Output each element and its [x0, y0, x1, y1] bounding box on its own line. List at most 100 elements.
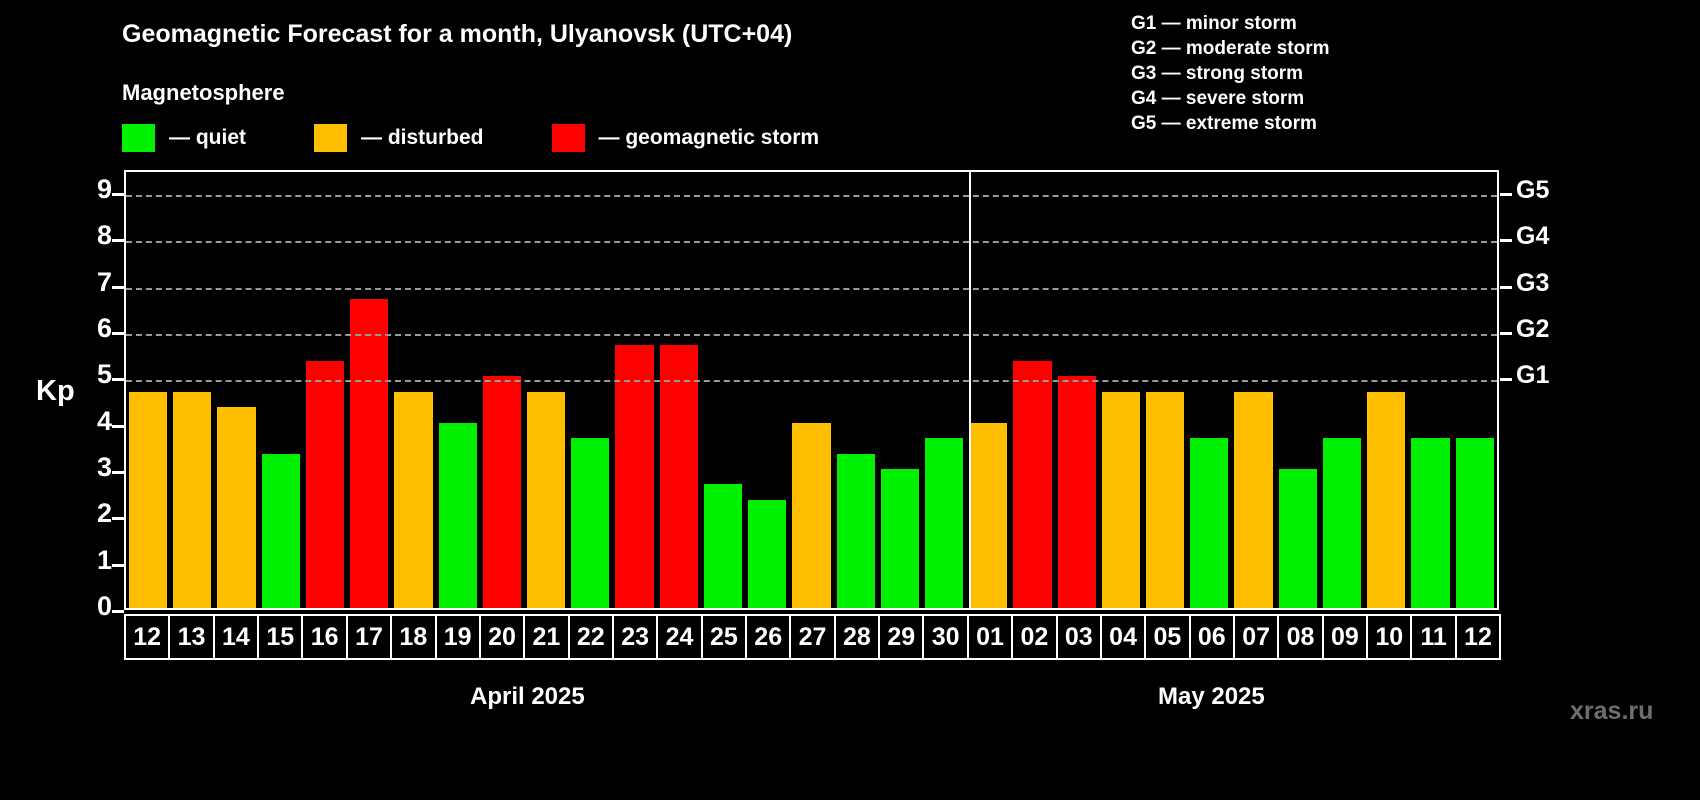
bar-slot: [1231, 172, 1275, 608]
bar[interactable]: [615, 345, 654, 608]
date-cell: 17: [345, 614, 393, 660]
storm-scale-row-g1: G1 — minor storm: [1131, 13, 1297, 34]
date-cell: 15: [257, 614, 304, 660]
storm-scale-key: G1 — minor storm G2 — moderate storm G3 — …: [1131, 11, 1330, 136]
date-cell: 11: [1410, 614, 1457, 660]
bar[interactable]: [1322, 438, 1362, 608]
y-tick-8: [112, 239, 124, 243]
bar[interactable]: [1411, 438, 1450, 608]
bar[interactable]: [748, 500, 787, 608]
date-cell: 24: [656, 614, 703, 660]
date-cell: 01: [966, 614, 1014, 660]
storm-scale-row-g2: G2 — moderate storm: [1131, 38, 1330, 59]
date-cell: 20: [478, 614, 526, 660]
date-cell: 19: [434, 614, 481, 660]
date-cell: 02: [1011, 614, 1058, 660]
storm-scale-row-g5: G5 — extreme storm: [1131, 113, 1317, 134]
bar-slot: [1010, 172, 1054, 608]
gridline-kp-8: [126, 241, 1497, 244]
bar[interactable]: [1455, 438, 1494, 608]
legend-label-quiet: — quiet: [169, 126, 246, 149]
bar-slot: [1364, 172, 1408, 608]
y-tick-label-2: 2: [96, 498, 112, 529]
bar-slot: [966, 172, 1010, 608]
y-tick-label-3: 3: [96, 452, 112, 483]
bar-slot: [391, 172, 435, 608]
bar[interactable]: [129, 391, 168, 608]
g-tick-label-G2: G2: [1516, 315, 1550, 344]
bar[interactable]: [1234, 391, 1273, 608]
bar[interactable]: [792, 422, 831, 608]
gridline-kp-6: [126, 334, 1497, 337]
date-cell: 29: [878, 614, 925, 660]
bar[interactable]: [836, 453, 875, 608]
legend-label-geomagnetic-storm: — geomagnetic storm: [598, 126, 820, 149]
bar[interactable]: [969, 422, 1008, 608]
date-cell: 22: [567, 614, 614, 660]
legend-swatch-geomagnetic-storm: [551, 124, 585, 152]
bar-slot: [1453, 172, 1497, 608]
g-tick-label-G3: G3: [1516, 268, 1550, 297]
date-cell: 13: [168, 614, 215, 660]
bar[interactable]: [350, 299, 389, 608]
bar[interactable]: [526, 391, 566, 608]
bar-slot: [878, 172, 922, 608]
legend-swatch-disturbed: [314, 124, 347, 152]
page-title: Geomagnetic Forecast for a month, Ulyano…: [122, 20, 793, 48]
y-tick-5: [112, 378, 124, 382]
bar[interactable]: [438, 422, 477, 608]
bar-slot: [922, 172, 966, 608]
bar-slot: [1143, 172, 1187, 608]
date-cell: 04: [1099, 614, 1147, 660]
month-label-may: May 2025: [1158, 683, 1265, 710]
bar[interactable]: [261, 453, 300, 608]
bar[interactable]: [924, 438, 964, 608]
bar-slot: [303, 172, 347, 608]
date-cell: 28: [833, 614, 881, 660]
date-cell: 14: [212, 614, 260, 660]
bar-slot: [214, 172, 258, 608]
bar-slot: [1055, 172, 1099, 608]
magnetosphere-label: Magnetosphere: [122, 80, 285, 105]
bar[interactable]: [394, 391, 433, 608]
bar[interactable]: [1367, 391, 1406, 608]
y-tick-9: [112, 193, 124, 197]
bar[interactable]: [217, 407, 256, 608]
bar-slot: [347, 172, 391, 608]
y-tick-4: [112, 424, 124, 428]
date-cell: 12: [124, 614, 171, 660]
date-cell: 08: [1277, 614, 1324, 660]
legend-swatch-quiet: [122, 124, 155, 152]
y-tick-1: [112, 563, 124, 567]
date-cell: 10: [1366, 614, 1413, 660]
g-tick-G2: [1500, 332, 1512, 336]
bar[interactable]: [305, 361, 345, 608]
g-tick-label-G5: G5: [1516, 176, 1550, 205]
gridline-kp-5: [126, 380, 1497, 383]
bar[interactable]: [1057, 376, 1096, 608]
bar[interactable]: [1101, 391, 1141, 608]
bar[interactable]: [703, 484, 743, 608]
legend-item-quiet: — quiet: [122, 124, 246, 152]
bar[interactable]: [659, 345, 698, 608]
bar-slot: [1320, 172, 1364, 608]
bar[interactable]: [880, 469, 919, 608]
bar-slot: [1187, 172, 1231, 608]
date-cell: 03: [1055, 614, 1102, 660]
y-tick-label-4: 4: [96, 405, 112, 436]
y-tick-label-7: 7: [96, 266, 112, 297]
bar[interactable]: [571, 438, 610, 608]
y-tick-label-9: 9: [96, 174, 112, 205]
bar[interactable]: [1190, 438, 1229, 608]
y-tick-7: [112, 285, 124, 289]
y-tick-label-6: 6: [96, 313, 112, 344]
bar-slot: [524, 172, 568, 608]
bar[interactable]: [482, 376, 521, 608]
g-tick-G1: [1500, 378, 1512, 382]
bar[interactable]: [173, 391, 212, 608]
bar[interactable]: [1013, 361, 1052, 608]
watermark: xras.ru: [1570, 697, 1654, 725]
bar[interactable]: [1278, 469, 1317, 608]
bar[interactable]: [1146, 391, 1185, 608]
